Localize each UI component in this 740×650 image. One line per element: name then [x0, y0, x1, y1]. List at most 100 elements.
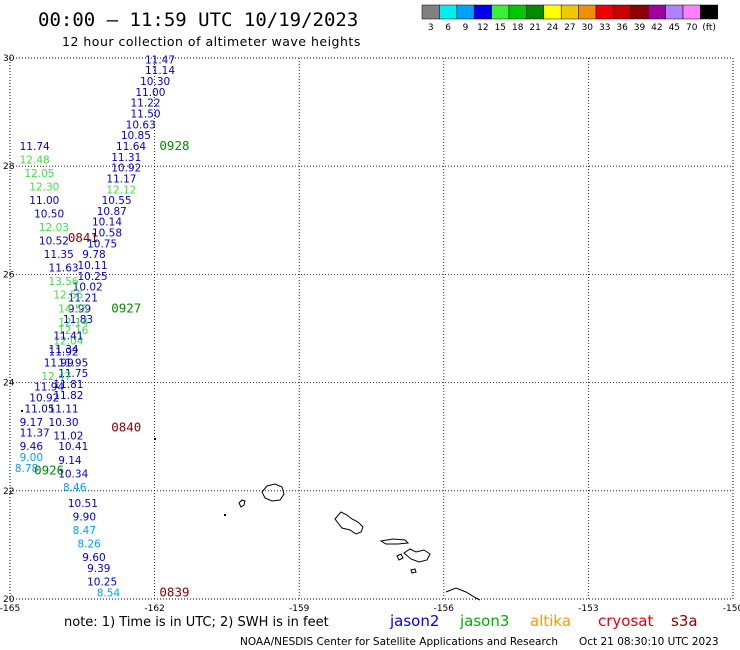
lon-tick-label: -150 [723, 604, 740, 614]
wave-height-value: 10.87 [97, 206, 127, 218]
scale-swatch [630, 4, 649, 20]
satellite-jason2-label: jason2 [389, 612, 439, 630]
satellite-altika-label: altika [530, 612, 571, 630]
scale-swatch [543, 4, 562, 20]
scale-label: 30 [582, 23, 594, 33]
wave-height-value: 11.50 [131, 109, 161, 121]
wave-height-value: 11.00 [29, 195, 59, 207]
lat-tick-label: 20 [3, 595, 15, 605]
scale-label: 18 [512, 23, 524, 33]
wave-height-value: 12.14 [58, 317, 88, 329]
wave-height-value: 11.37 [20, 428, 50, 440]
wave-height-value: 9.99 [68, 303, 91, 315]
wave-height-value: 11.05 [24, 403, 54, 415]
wave-height-value: 10.75 [87, 238, 117, 250]
wave-height-value: 10.11 [77, 260, 107, 272]
scale-swatch [578, 4, 597, 20]
wave-height-value: 11.82 [53, 390, 83, 402]
wave-height-value: 9.60 [82, 552, 105, 564]
scale-label: 9 [463, 23, 469, 33]
wave-height-value: 8.78 [15, 463, 38, 475]
scale-swatch [421, 4, 440, 20]
island-kauai [261, 483, 285, 502]
wave-height-value: 12.05 [24, 168, 54, 180]
scale-swatch [526, 4, 545, 20]
scale-label: 21 [529, 23, 540, 33]
wave-height-value: 11.63 [49, 263, 79, 275]
wave-height-value: 11.21 [68, 292, 98, 304]
hawaii-islands [238, 483, 481, 601]
wave-height-value: 11.99 [44, 357, 74, 369]
island-niihau [238, 499, 246, 508]
wave-height-value: 9.46 [20, 441, 44, 453]
scale-label: 33 [599, 23, 610, 33]
satellite-cryosat-label: cryosat [598, 612, 653, 630]
lat-lon-grid [10, 58, 733, 599]
wave-height-value: 12.30 [29, 182, 59, 194]
island-lanai [396, 553, 404, 561]
scale-label: 45 [669, 23, 680, 33]
lon-tick-label: -156 [434, 604, 455, 614]
scale-swatch [682, 4, 701, 20]
wave-height-value: 11.22 [131, 98, 161, 110]
lat-tick-label: 30 [3, 54, 15, 64]
wave-height-value: 11.81 [53, 379, 83, 391]
lat-tick-label: 28 [3, 162, 15, 172]
wave-height-value: 10.55 [102, 195, 132, 207]
map-subtitle: 12 hour collection of altimeter wave hei… [62, 34, 361, 49]
wave-height-value: 11.14 [145, 65, 175, 77]
wave-height-value: 10.25 [87, 576, 117, 588]
wave-height-value: 9.00 [20, 452, 43, 464]
wave-height-value: 9.39 [87, 563, 110, 575]
wave-height-value: 11.11 [49, 403, 79, 415]
wave-height-value: 11.75 [58, 368, 88, 380]
wave-height-value: 10.30 [140, 76, 170, 88]
credit-agency: NOAA/NESDIS Center for Satellite Applica… [240, 636, 558, 648]
satellite-legend: jason2 jason3 altika cryosat s3a [389, 612, 698, 630]
wave-height-readings: 11.4711.1410.3011.0011.2211.5010.6310.85… [15, 54, 176, 599]
wave-height-value: 8.26 [77, 539, 101, 551]
wave-height-value: 10.58 [92, 228, 122, 240]
scale-swatch [700, 4, 719, 20]
scale-swatch [647, 4, 666, 20]
wave-height-value: 11.47 [145, 54, 175, 66]
scale-label: 27 [564, 23, 575, 33]
scale-label: 24 [547, 23, 559, 33]
wave-height-value: 10.50 [34, 209, 64, 221]
wave-height-value: 10.51 [68, 498, 98, 510]
scale-swatch [560, 4, 579, 20]
scale-label: 12 [477, 23, 488, 33]
wave-height-value: 9.78 [82, 249, 105, 261]
wave-height-value: 9.14 [58, 455, 82, 467]
lat-tick-label: 26 [3, 270, 15, 280]
lat-tick-label: 24 [3, 379, 15, 389]
lon-tick-label: -165 [0, 604, 20, 614]
wave-height-value: 11.17 [106, 173, 136, 185]
wave-height-value: 11.34 [49, 344, 79, 356]
wave-height-value: 10.92 [29, 393, 59, 405]
wave-height-value: 10.63 [126, 119, 156, 131]
lat-tick-label: 22 [3, 487, 14, 497]
satellite-s3a-label: s3a [671, 612, 698, 630]
wave-height-value: 12.04 [53, 336, 83, 348]
pass-time-label: 0839 [159, 584, 189, 599]
wave-height-value: 11.35 [44, 249, 74, 261]
wave-height-value: 10.25 [77, 271, 107, 283]
satellite-jason3-label: jason3 [459, 612, 509, 630]
wave-height-value: 8.54 [97, 587, 121, 599]
wave-height-value: 12.47 [41, 371, 71, 383]
scale-label: 42 [651, 23, 662, 33]
island-kahoolawe [410, 568, 417, 574]
wave-height-value: 11.74 [20, 141, 50, 153]
scale-label: 70 [686, 23, 698, 33]
wave-height-value: 11.92 [49, 347, 79, 359]
map-frame [9, 57, 734, 600]
color-scale-legend: 3 6 9 12 15 18 21 24 27 30 33 36 39 42 45 70 (ft) [421, 4, 719, 33]
stray-dots [21, 410, 226, 516]
pass-time-label: 0928 [159, 138, 189, 153]
wave-height-value: 10.52 [39, 236, 69, 248]
scale-label: 3 [428, 23, 434, 33]
island-hawaii [445, 587, 481, 601]
wave-height-value: 11.00 [135, 87, 165, 99]
wave-height-value: 11.83 [63, 314, 93, 326]
